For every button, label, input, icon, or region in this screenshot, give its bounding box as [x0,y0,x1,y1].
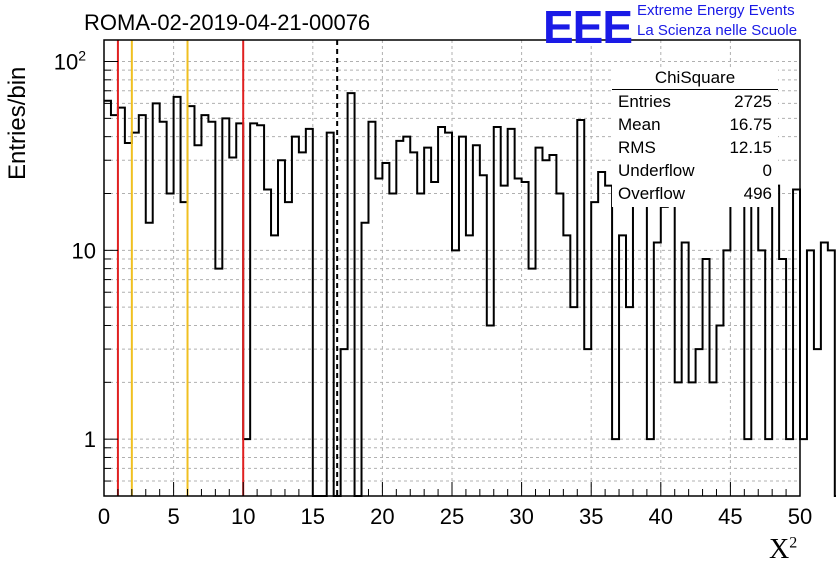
x-tick-label: 45 [718,504,742,529]
stats-label: Mean [618,115,661,134]
logo-line-2: La Scienza nelle Scuole [637,22,798,39]
histogram-series [104,92,836,497]
x-tick-label: 25 [440,504,464,529]
eee-logo: EEE [543,1,633,53]
stats-box: ChiSquare Entries 2725 Mean 16.75 RMS 12.15… [612,68,778,207]
y-tick-label: 1 [84,427,96,452]
x-tick-label: 20 [370,504,394,529]
stats-label: Entries [618,92,671,111]
chart-title: ROMA-02-2019-04-21-00076 [84,10,371,35]
stats-row: Entries 2725 [612,92,778,115]
stats-value: 2725 [734,92,772,111]
stats-row: Underflow 0 [612,161,778,184]
stats-row: RMS 12.15 [612,138,778,161]
stats-row: Overflow 496 [612,184,778,207]
stats-title: ChiSquare [612,68,778,90]
x-tick-label: 15 [301,504,325,529]
x-tick-label: 5 [167,504,179,529]
stats-value: 496 [743,184,772,203]
x-tick-label: 35 [579,504,603,529]
stats-value: 12.15 [729,138,772,157]
stats-value: 16.75 [729,115,772,134]
stats-label: Overflow [618,184,686,203]
y-tick-exponent: 2 [78,48,86,64]
x-tick-label: 40 [649,504,673,529]
stats-label: RMS [618,138,656,157]
y-tick-label: 102 [54,48,86,75]
y-tick-label: 10 [72,238,96,263]
stats-value: 0 [762,161,772,180]
x-tick-label: 50 [788,504,812,529]
stats-row: Mean 16.75 [612,115,778,138]
x-tick-label: 10 [231,504,255,529]
x-tick-label: 0 [98,504,110,529]
logo-line-1: Extreme Energy Events [637,2,795,19]
x-axis-label: X2 [769,534,798,565]
y-axis-label: Entries/bin [4,66,31,180]
x-tick-label: 30 [509,504,533,529]
stats-label: Underflow [618,161,695,180]
